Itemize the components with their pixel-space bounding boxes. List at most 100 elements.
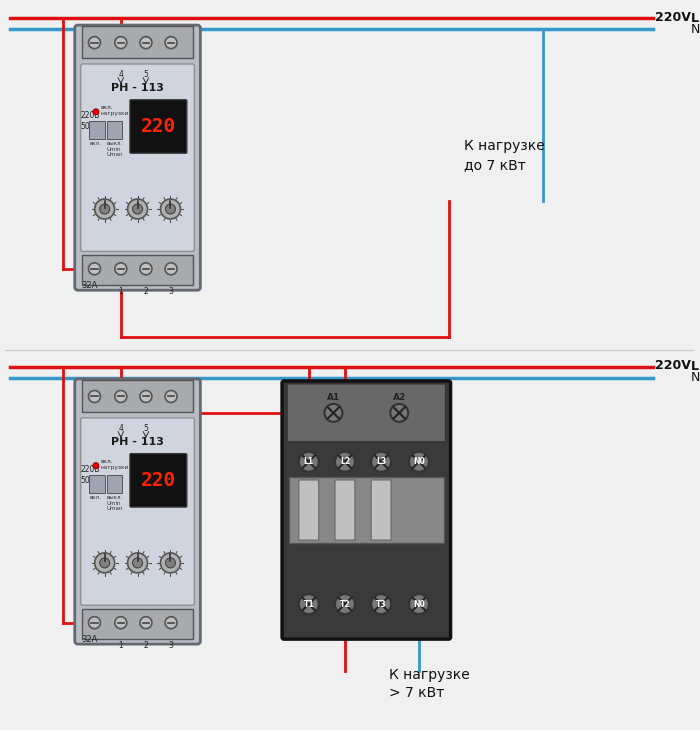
Bar xyxy=(82,610,193,639)
Text: 220V: 220V xyxy=(655,359,691,372)
FancyBboxPatch shape xyxy=(75,379,200,644)
Circle shape xyxy=(140,617,152,629)
Text: выкл.: выкл. xyxy=(107,495,123,500)
Text: 4: 4 xyxy=(118,70,123,79)
Circle shape xyxy=(165,558,176,568)
Text: L3: L3 xyxy=(376,457,386,466)
Text: 1: 1 xyxy=(118,641,123,650)
Bar xyxy=(289,477,444,543)
Text: N: N xyxy=(691,372,700,385)
FancyBboxPatch shape xyxy=(282,381,451,639)
Text: T3: T3 xyxy=(376,599,386,609)
Circle shape xyxy=(165,204,176,214)
Circle shape xyxy=(335,594,355,614)
Circle shape xyxy=(94,553,115,573)
FancyBboxPatch shape xyxy=(80,418,195,605)
Circle shape xyxy=(132,204,143,214)
Text: 220В
50Гц: 220В 50Гц xyxy=(80,111,100,131)
Circle shape xyxy=(140,391,152,402)
Text: L1: L1 xyxy=(304,457,314,466)
Circle shape xyxy=(94,199,115,219)
Circle shape xyxy=(93,463,99,469)
Text: вкл.
нагрузки: вкл. нагрузки xyxy=(101,105,129,116)
Text: Uman: Uman xyxy=(107,506,123,511)
Bar xyxy=(82,26,193,58)
FancyBboxPatch shape xyxy=(75,25,200,291)
Text: РН - 113: РН - 113 xyxy=(111,437,164,447)
Circle shape xyxy=(115,36,127,49)
Bar xyxy=(107,121,122,139)
Circle shape xyxy=(371,594,391,614)
Text: A1: A1 xyxy=(327,393,340,402)
Bar xyxy=(82,255,193,285)
Circle shape xyxy=(409,594,429,614)
Circle shape xyxy=(299,594,318,614)
Bar xyxy=(90,474,105,493)
Circle shape xyxy=(335,452,355,472)
Text: 2: 2 xyxy=(144,287,148,296)
Text: T1: T1 xyxy=(303,599,314,609)
Text: L2: L2 xyxy=(340,457,350,466)
Text: РН - 113: РН - 113 xyxy=(111,83,164,93)
FancyBboxPatch shape xyxy=(371,480,391,540)
Circle shape xyxy=(99,558,110,568)
Text: 3: 3 xyxy=(169,641,174,650)
Text: 220: 220 xyxy=(141,117,176,136)
Circle shape xyxy=(299,452,318,472)
Circle shape xyxy=(115,391,127,402)
Text: 220: 220 xyxy=(141,471,176,490)
Circle shape xyxy=(409,452,429,472)
Text: вкл.: вкл. xyxy=(90,142,102,146)
Text: Umin: Umin xyxy=(107,502,121,506)
Text: 1: 1 xyxy=(118,287,123,296)
Bar xyxy=(82,380,193,412)
Circle shape xyxy=(165,391,177,402)
Text: 220V: 220V xyxy=(655,11,691,23)
Circle shape xyxy=(88,263,101,274)
Text: 2: 2 xyxy=(144,641,148,650)
Circle shape xyxy=(132,558,143,568)
Text: 4: 4 xyxy=(118,423,123,433)
Text: L: L xyxy=(691,361,699,374)
Text: 32A: 32A xyxy=(82,281,98,291)
Circle shape xyxy=(115,263,127,274)
Circle shape xyxy=(390,404,408,422)
Circle shape xyxy=(127,199,148,219)
Circle shape xyxy=(115,617,127,629)
Circle shape xyxy=(88,617,101,629)
Text: выкл.: выкл. xyxy=(107,142,123,146)
Circle shape xyxy=(325,404,342,422)
Circle shape xyxy=(127,553,148,573)
Circle shape xyxy=(93,109,99,115)
FancyBboxPatch shape xyxy=(80,64,195,251)
FancyBboxPatch shape xyxy=(130,453,187,507)
Bar xyxy=(107,474,122,493)
Text: 5: 5 xyxy=(144,70,148,79)
Text: N: N xyxy=(691,23,700,36)
FancyBboxPatch shape xyxy=(130,100,187,153)
Text: L: L xyxy=(691,12,699,25)
Text: T2: T2 xyxy=(340,599,350,609)
FancyBboxPatch shape xyxy=(299,480,318,540)
Circle shape xyxy=(88,391,101,402)
Circle shape xyxy=(371,452,391,472)
Circle shape xyxy=(140,36,152,49)
Circle shape xyxy=(88,36,101,49)
Circle shape xyxy=(165,263,177,274)
Text: Umin: Umin xyxy=(107,147,121,153)
Text: 5: 5 xyxy=(144,423,148,433)
Circle shape xyxy=(140,263,152,274)
Bar xyxy=(90,121,105,139)
Text: К нагрузке
> 7 кВт: К нагрузке > 7 кВт xyxy=(389,668,470,700)
FancyBboxPatch shape xyxy=(287,384,446,442)
Text: 3: 3 xyxy=(169,287,174,296)
Text: 220В
50Гц: 220В 50Гц xyxy=(80,465,100,485)
Circle shape xyxy=(99,204,110,214)
Circle shape xyxy=(160,553,181,573)
Text: N0: N0 xyxy=(413,599,425,609)
Text: Uman: Uman xyxy=(107,153,123,157)
Text: К нагрузке
до 7 кВт: К нагрузке до 7 кВт xyxy=(463,139,545,172)
FancyBboxPatch shape xyxy=(335,480,355,540)
Circle shape xyxy=(160,199,181,219)
Circle shape xyxy=(165,617,177,629)
